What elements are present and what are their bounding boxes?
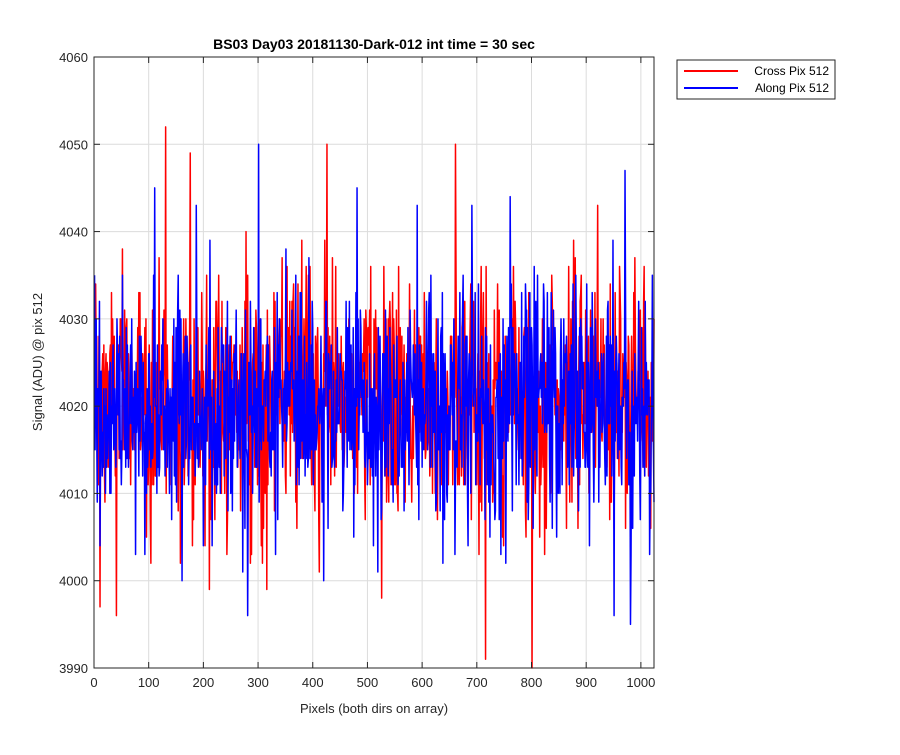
x-tick-label: 500	[357, 675, 379, 690]
axes-box	[93, 56, 655, 669]
x-axis-label: Pixels (both dirs on array)	[300, 701, 448, 716]
y-tick-label: 4000	[59, 574, 88, 589]
x-tick-label: 900	[575, 675, 597, 690]
y-tick-label: 4020	[59, 399, 88, 414]
chart-title: BS03 Day03 20181130-Dark-012 int time = …	[213, 36, 535, 52]
x-tick-label: 0	[90, 675, 97, 690]
y-tick-label: 4050	[59, 137, 88, 152]
y-tick-label: 4010	[59, 486, 88, 501]
series-line-along-pix-512	[93, 143, 655, 626]
axes: 0 100 200 300 400 500 600 700 800 900 1000 3990 4000…	[59, 50, 655, 690]
y-tick-label: 4060	[59, 50, 88, 65]
y-tick-label: 4040	[59, 225, 88, 240]
x-tick-label: 400	[302, 675, 324, 690]
x-tick-label: 700	[466, 675, 488, 690]
x-tick-label: 300	[247, 675, 269, 690]
x-tick-label: 100	[138, 675, 160, 690]
y-tick-label: 4030	[59, 312, 88, 327]
x-tick-label: 1000	[626, 675, 655, 690]
y-tick-label: 3990	[59, 661, 88, 676]
x-tick-label: 200	[193, 675, 215, 690]
legend-entry-label: Along Pix 512	[755, 81, 829, 95]
x-tick-label: 600	[411, 675, 433, 690]
legend-box	[676, 59, 836, 100]
legend: Cross Pix 512 Along Pix 512	[676, 59, 836, 100]
y-axis-label: Signal (ADU) @ pix 512	[30, 293, 45, 431]
x-tick-label: 800	[521, 675, 543, 690]
legend-entry-label: Cross Pix 512	[754, 64, 829, 78]
